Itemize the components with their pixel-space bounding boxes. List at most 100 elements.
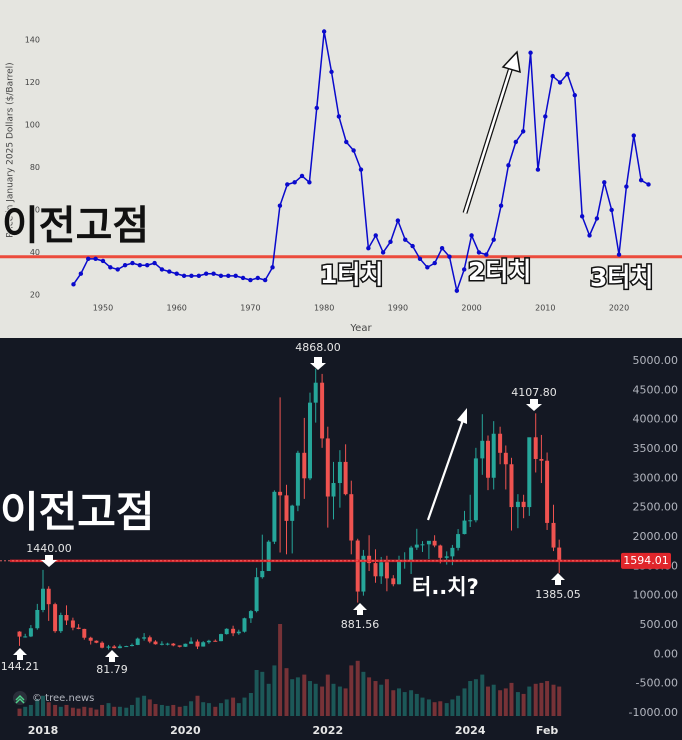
candle-body <box>290 505 295 521</box>
volume-bar <box>384 679 389 716</box>
candle-body <box>130 644 134 647</box>
volume-bar <box>236 703 241 716</box>
point <box>240 275 246 281</box>
y-tick-label: 500.00 <box>640 618 679 631</box>
candle-body <box>213 640 218 642</box>
point <box>299 173 305 179</box>
candle-body <box>456 534 461 548</box>
annotation: 이전고점 <box>0 488 155 537</box>
candle-body <box>153 641 158 645</box>
candle-body <box>224 628 229 635</box>
candle-body <box>53 604 58 632</box>
candle-body <box>76 627 81 629</box>
candle-body <box>206 640 211 643</box>
volume-bar <box>213 706 218 716</box>
y-tick-label: 60 <box>30 205 40 214</box>
candle-body <box>320 382 325 439</box>
candle-body <box>46 588 51 605</box>
x-tick-label: 2010 <box>535 304 555 313</box>
point <box>181 273 187 279</box>
candle-body <box>557 547 562 561</box>
point <box>314 105 319 111</box>
price-tag-label: 1594.01 <box>623 554 669 567</box>
price-label: 881.56 <box>341 618 380 631</box>
annotation: 3터치 <box>590 263 653 292</box>
candle-body <box>361 555 366 592</box>
candle-body <box>254 577 259 612</box>
candle-body <box>201 642 206 647</box>
candle-body <box>468 520 473 522</box>
point <box>432 260 437 266</box>
volume-bar <box>100 704 105 716</box>
candle-body <box>231 628 236 634</box>
point <box>152 260 157 266</box>
volume-bar <box>189 701 194 716</box>
point <box>122 263 128 268</box>
point <box>130 260 135 266</box>
candle-body <box>88 637 93 641</box>
x-tick-label: 1970 <box>240 304 260 313</box>
candle-body <box>444 556 449 558</box>
volume-bar <box>308 681 312 716</box>
volume-bar <box>23 706 28 716</box>
volume-bar <box>117 706 122 716</box>
point <box>196 273 202 279</box>
arrow <box>462 50 521 214</box>
point <box>631 133 636 138</box>
x-tick-label: 1990 <box>388 304 408 313</box>
volume-bar <box>527 686 532 716</box>
point <box>506 163 511 168</box>
candle-body <box>260 571 265 578</box>
volume-bar <box>320 686 325 716</box>
volume-bar <box>231 697 236 716</box>
candle-body <box>106 646 111 648</box>
point <box>262 277 268 283</box>
volume-bar <box>515 692 520 716</box>
point <box>528 50 533 55</box>
candle-body <box>35 609 40 629</box>
candle-body <box>135 638 140 645</box>
candle-body <box>384 562 389 579</box>
point <box>579 214 585 219</box>
volume-bar <box>468 681 473 716</box>
volume-bar <box>539 682 544 716</box>
volume-bar <box>486 686 490 716</box>
volume-bar <box>272 665 277 716</box>
point <box>218 273 224 279</box>
point <box>462 267 467 272</box>
volume-bar <box>260 671 265 716</box>
point <box>358 167 364 172</box>
point <box>336 114 342 119</box>
point <box>189 273 194 279</box>
point <box>203 271 209 276</box>
point <box>233 273 238 279</box>
y-tick-label: 4500.00 <box>633 383 679 396</box>
point <box>93 256 98 262</box>
candle-body <box>165 643 170 645</box>
point <box>454 288 460 293</box>
candle-body <box>331 483 336 497</box>
volume-bar <box>70 707 75 716</box>
y-tick-label: -1000.00 <box>629 706 678 719</box>
volume-bar <box>106 703 111 716</box>
volume-bar <box>35 699 40 716</box>
volume-bar <box>142 695 147 716</box>
candle-body <box>432 540 437 546</box>
y-tick-label: 20 <box>30 290 40 299</box>
point <box>447 254 452 259</box>
volume-bar <box>41 695 45 716</box>
volume-bar <box>373 681 378 716</box>
point <box>167 269 172 274</box>
y-tick-label: -500.00 <box>636 677 678 690</box>
candle-body <box>100 642 105 648</box>
candle-body <box>486 440 490 478</box>
volume-bar <box>355 660 360 716</box>
volume-bar <box>402 692 407 716</box>
volume-bar <box>88 707 93 716</box>
point <box>285 182 290 187</box>
point <box>380 250 386 255</box>
candle-body <box>219 634 223 642</box>
candle-body <box>64 615 69 621</box>
point <box>86 256 91 262</box>
candle-body <box>266 541 271 572</box>
